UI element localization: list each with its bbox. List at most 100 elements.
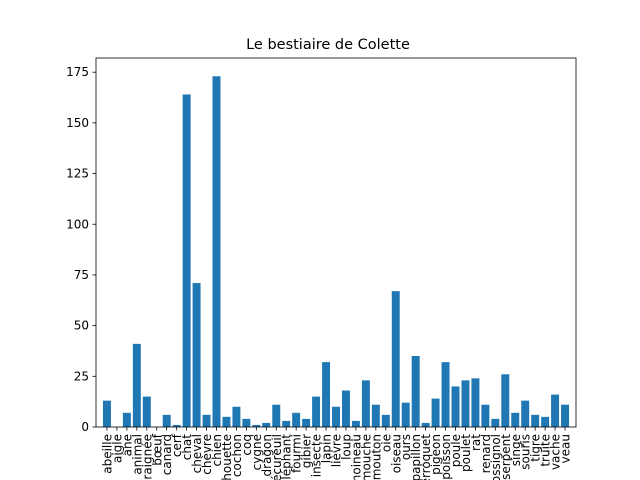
x-tick-label: veau xyxy=(559,434,573,463)
x-axis: abeilleaigleâneanimalaraignéebœufcanardc… xyxy=(100,427,573,480)
x-tick-label: gibier xyxy=(300,434,314,468)
bar-serpent xyxy=(501,374,510,427)
bar-lapin xyxy=(322,362,331,427)
x-tick-label: tigre xyxy=(529,434,543,462)
bar-papillon xyxy=(411,356,420,427)
x-tick-label: renard xyxy=(479,434,493,473)
x-tick-label: papillon xyxy=(409,434,423,480)
bar-tigre xyxy=(531,414,540,427)
x-tick-label: poule xyxy=(449,434,463,467)
x-tick-label: oie xyxy=(379,434,393,452)
y-tick-label: 175 xyxy=(66,65,89,79)
bar-singe xyxy=(511,412,520,427)
x-tick-label: ours xyxy=(399,434,413,460)
bar-truite xyxy=(541,416,550,427)
bar-mouche xyxy=(361,380,370,427)
bar-araignée xyxy=(142,396,151,427)
bar-gibier xyxy=(302,418,311,427)
bar-dragon xyxy=(262,422,271,427)
bar-renard xyxy=(481,404,490,427)
x-tick-label: abeille xyxy=(100,434,114,474)
x-tick-label: écureuil xyxy=(270,434,284,480)
x-tick-label: chien xyxy=(210,434,224,467)
plot-frame xyxy=(95,57,577,428)
x-tick-label: loup xyxy=(339,434,353,460)
x-tick-label: coq xyxy=(240,434,254,456)
x-tick-label: lièvre xyxy=(330,434,344,467)
x-tick-label: cheval xyxy=(190,434,204,473)
x-tick-label: singe xyxy=(509,434,523,466)
bar-poulet xyxy=(461,380,470,427)
y-tick-label: 75 xyxy=(74,268,89,282)
x-tick-label: dragon xyxy=(260,434,274,476)
x-tick-label: animal xyxy=(130,434,144,475)
bar-poule xyxy=(451,386,460,427)
y-tick-label: 150 xyxy=(66,116,89,130)
x-tick-label: chat xyxy=(180,434,194,461)
x-tick-label: poisson xyxy=(439,434,453,480)
x-tick-label: mouton xyxy=(369,434,383,480)
bar-mouton xyxy=(371,404,380,427)
bar-chouette xyxy=(222,416,231,427)
bar-canard xyxy=(162,414,171,427)
x-tick-label: oiseau xyxy=(389,434,403,473)
x-tick-label: chouette xyxy=(220,434,234,480)
x-tick-label: truite xyxy=(539,434,553,467)
bar-abeille xyxy=(102,400,111,427)
x-tick-label: insecte xyxy=(310,434,324,477)
bar-perroquet xyxy=(421,422,430,427)
x-tick-label: araignée xyxy=(140,434,154,480)
bar-souris xyxy=(521,400,530,427)
x-tick-label: moineau xyxy=(349,434,363,480)
x-tick-label: cygne xyxy=(250,434,264,470)
bar-rat xyxy=(471,378,480,427)
bar-chèvre xyxy=(202,414,211,427)
bar-cochon xyxy=(232,406,241,427)
bar-ours xyxy=(401,402,410,427)
bar-coq xyxy=(242,418,251,427)
bar-animal xyxy=(132,343,141,427)
x-tick-label: serpent xyxy=(499,434,513,480)
x-tick-label: âne xyxy=(120,434,134,456)
y-tick-label: 50 xyxy=(74,319,89,333)
y-tick-label: 25 xyxy=(74,369,89,383)
x-tick-label: chèvre xyxy=(200,434,214,475)
bar-éléphant xyxy=(282,420,291,427)
bar-cygne xyxy=(252,424,261,427)
bar-cheval xyxy=(192,283,201,427)
x-tick-label: éléphant xyxy=(280,434,294,480)
bar-pigeon xyxy=(431,398,440,427)
bar-poisson xyxy=(441,362,450,427)
bar-rossignol xyxy=(491,418,500,427)
x-tick-label: rat xyxy=(469,434,483,451)
bar-oie xyxy=(381,414,390,427)
x-tick-label: mouche xyxy=(359,434,373,480)
bar-chien xyxy=(212,76,221,427)
x-tick-label: canard xyxy=(160,434,174,475)
bar-cerf xyxy=(172,424,181,427)
bar-vache xyxy=(551,394,560,427)
y-tick-label: 0 xyxy=(81,420,89,434)
bars xyxy=(102,76,570,428)
bar-oiseau xyxy=(391,291,400,427)
x-tick-label: cochon xyxy=(230,434,244,477)
x-tick-label: fourmi xyxy=(290,434,304,473)
x-tick-label: poulet xyxy=(459,434,473,472)
chart-title: Le bestiaire de Colette xyxy=(246,37,410,53)
x-tick-label: souris xyxy=(519,434,533,470)
bar-loup xyxy=(341,390,350,427)
x-tick-label: rossignol xyxy=(489,434,503,480)
y-tick-label: 100 xyxy=(66,217,89,231)
x-tick-label: cerf xyxy=(170,433,184,457)
bar-âne xyxy=(122,412,131,427)
bar-chat xyxy=(182,94,191,428)
x-tick-label: bœuf xyxy=(150,433,164,465)
x-tick-label: aigle xyxy=(110,434,124,463)
bar-insecte xyxy=(312,396,321,427)
x-tick-label: pigeon xyxy=(429,434,443,475)
bar-écureuil xyxy=(272,404,281,427)
x-tick-label: vache xyxy=(549,434,563,470)
bar-moineau xyxy=(351,420,360,427)
bar-fourmi xyxy=(292,412,301,427)
